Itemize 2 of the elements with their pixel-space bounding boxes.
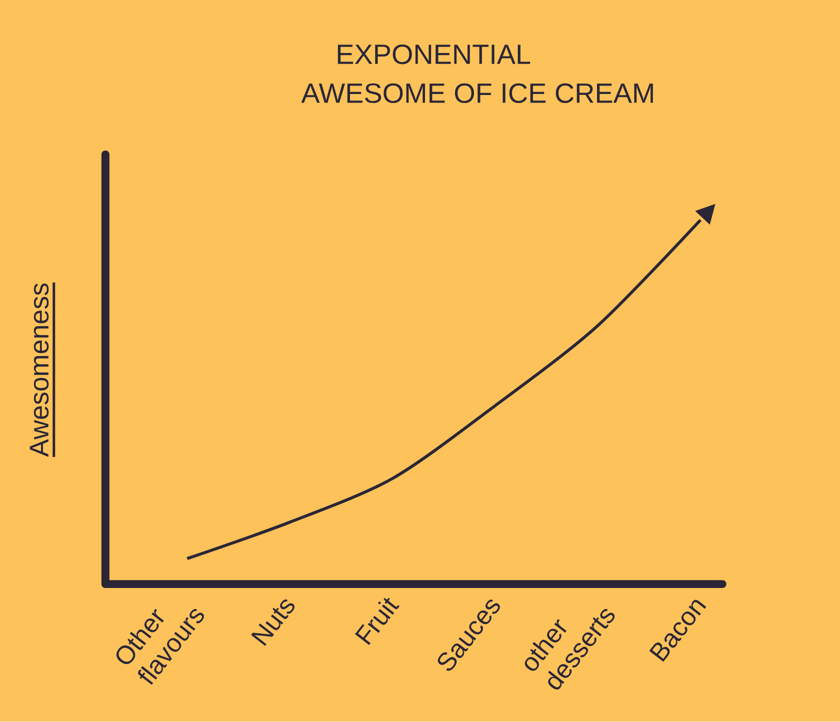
y-axis-title: Awesomeness — [30, 284, 49, 458]
chart-title: EXPONENTIAL AWESOME OF ICE CREAM — [301, 44, 653, 104]
